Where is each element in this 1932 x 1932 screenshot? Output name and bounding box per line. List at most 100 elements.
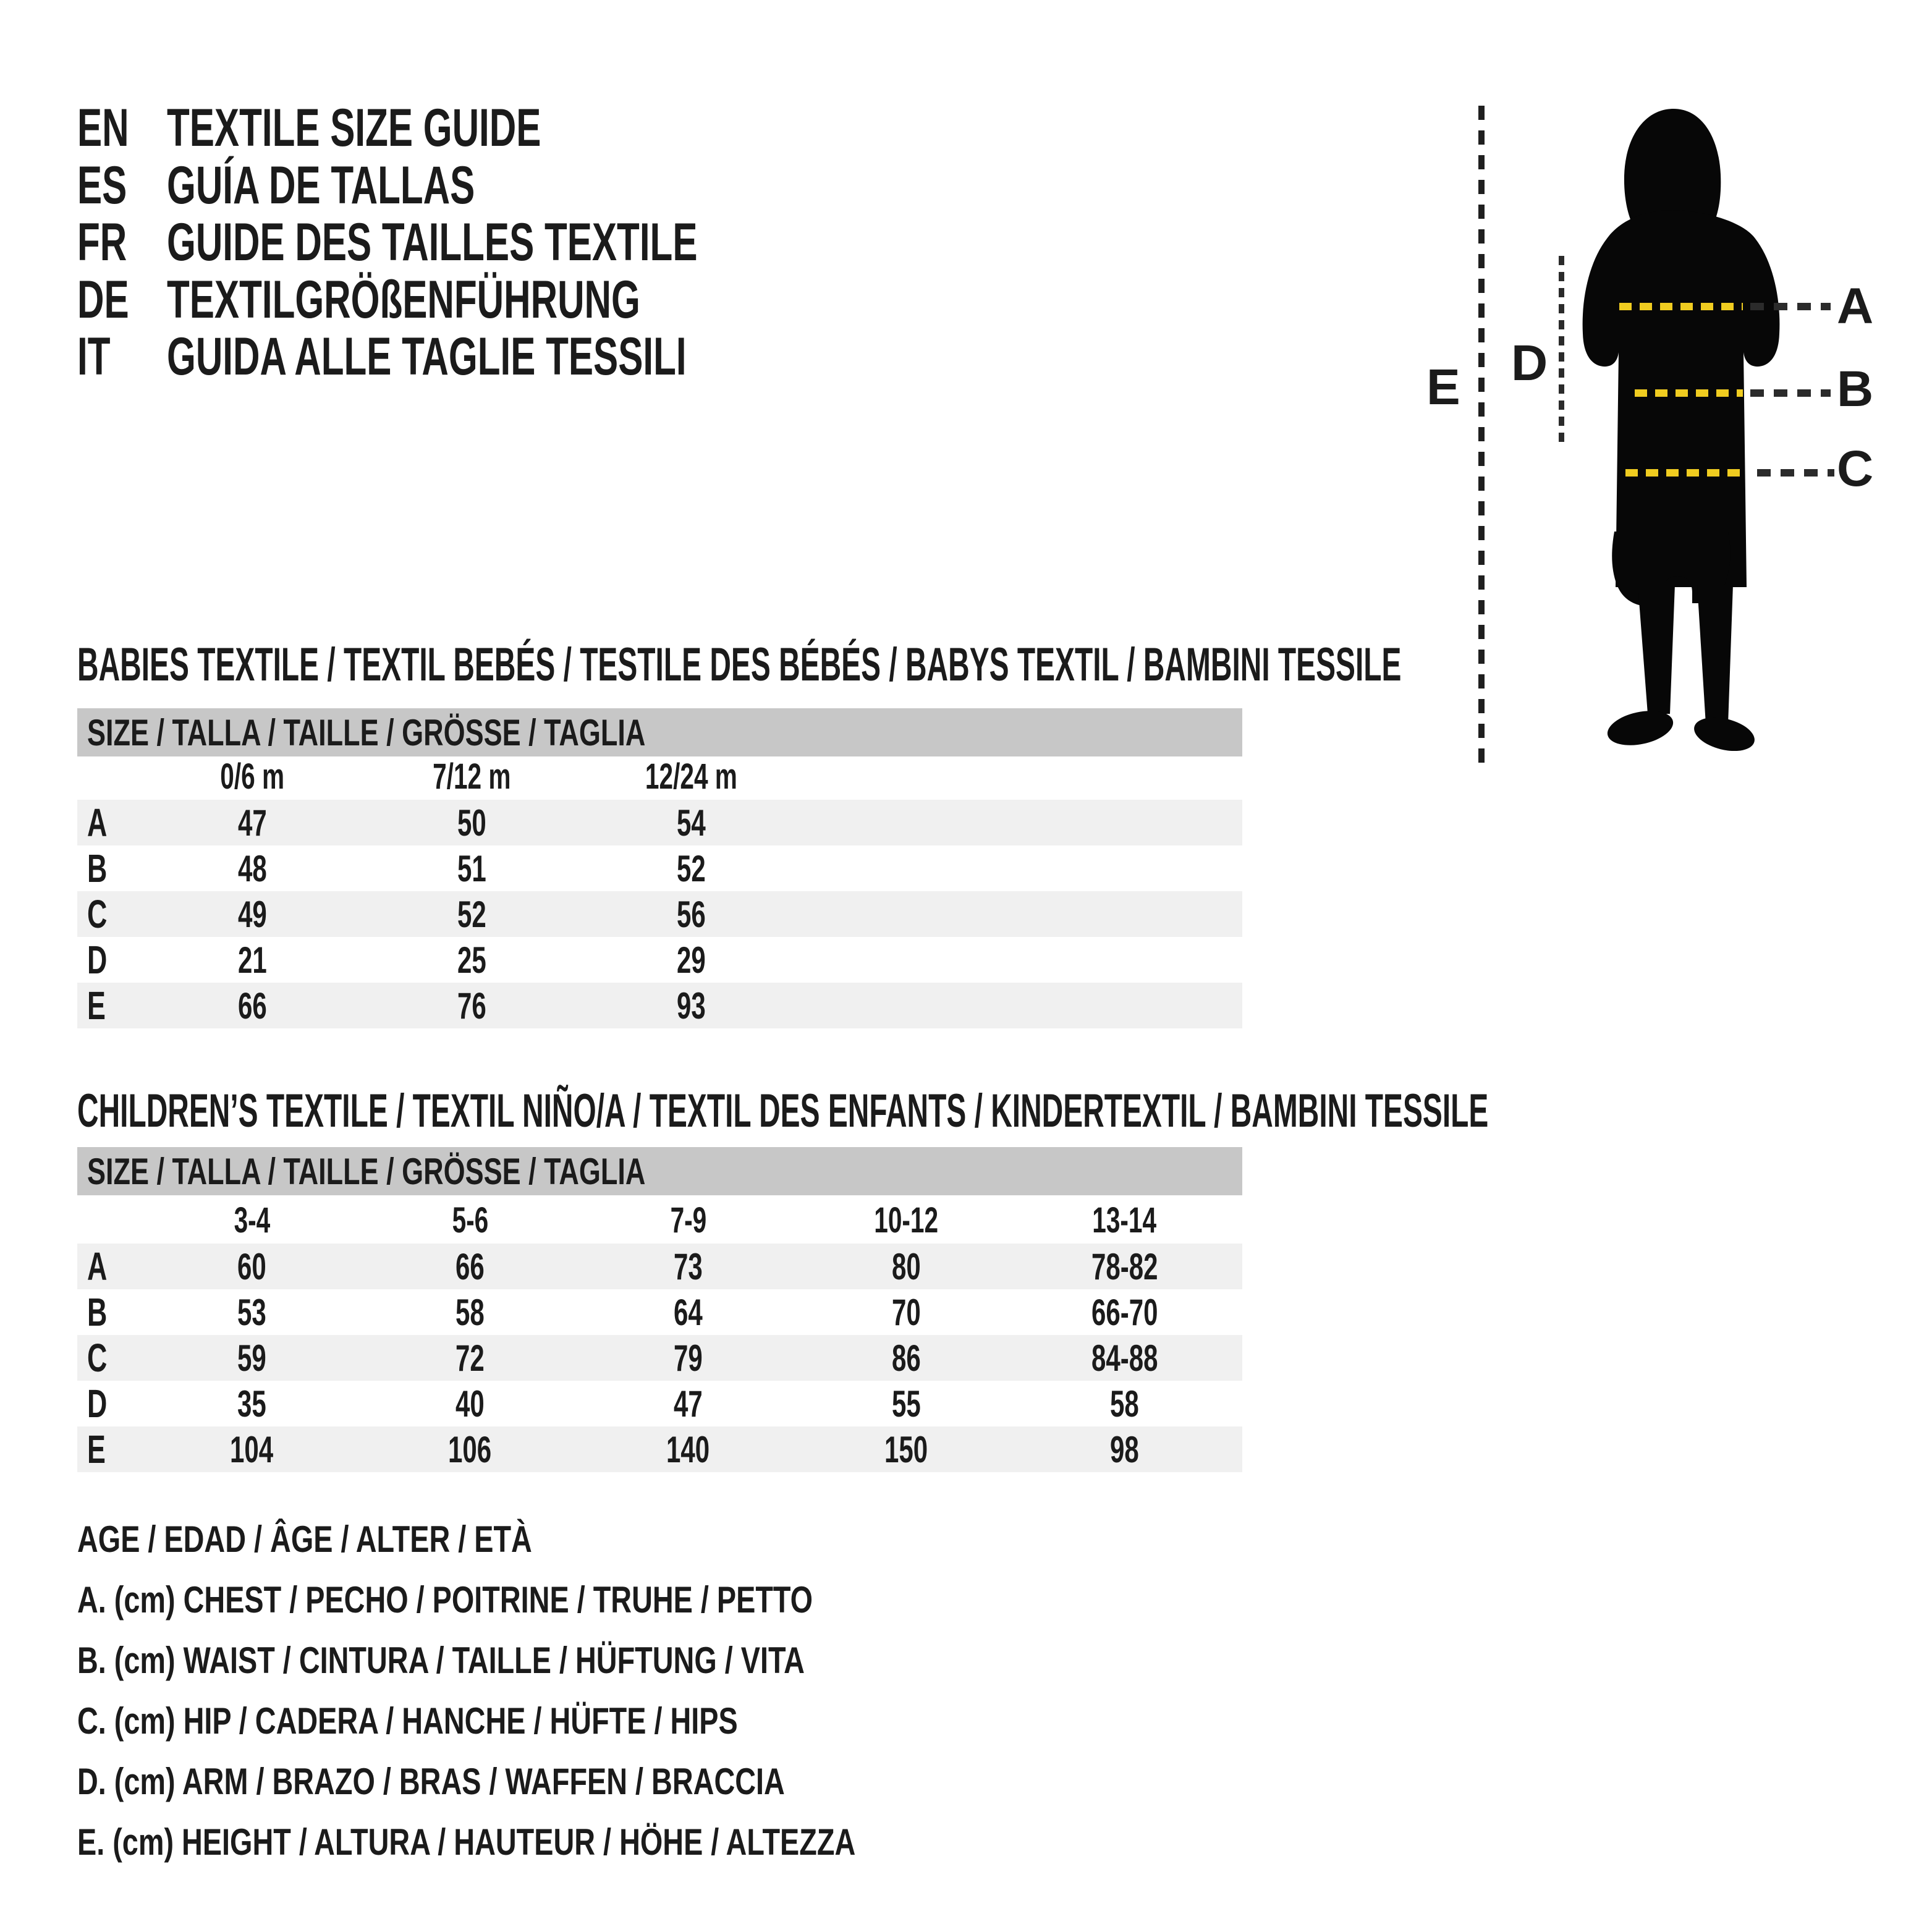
- arm-label-D: D: [1511, 335, 1548, 391]
- language-code: ES: [77, 156, 127, 215]
- table-cell: 52: [457, 893, 486, 935]
- table-cell: 76: [457, 985, 486, 1027]
- legend-hip-line: C. (cm) HIP / CADERA / HANCHE / HÜFTE / …: [77, 1700, 738, 1742]
- arm-measure-line-D: [1559, 256, 1564, 446]
- table-row: C 59 72 79 86 84-88: [77, 1335, 1242, 1381]
- children-size-header-bar: SIZE / TALLA / TAILLE / GRÖSSE / TAGLIA: [77, 1147, 1242, 1195]
- babies-size-header-bar: SIZE / TALLA / TAILLE / GRÖSSE / TAGLIA: [77, 708, 1242, 756]
- legend-waist-line: B. (cm) WAIST / CINTURA / TAILLE / HÜFTU…: [77, 1640, 805, 1681]
- table-cell: 60: [237, 1245, 266, 1287]
- language-title: GUÍA DE TALLAS: [167, 156, 475, 215]
- column-header: 7-9: [670, 1200, 706, 1240]
- row-label: A: [87, 1244, 108, 1289]
- table-cell: 104: [230, 1428, 274, 1470]
- table-cell: 58: [1110, 1383, 1139, 1425]
- table-cell: 25: [457, 939, 486, 981]
- table-cell: 40: [455, 1383, 485, 1425]
- table-cell: 48: [238, 847, 267, 889]
- table-cell: 35: [237, 1383, 266, 1425]
- table-row: E 66 76 93: [77, 983, 1242, 1028]
- row-label: C: [87, 892, 108, 936]
- table-cell: 106: [448, 1428, 492, 1470]
- row-label: B: [87, 1290, 108, 1334]
- table-row: B 48 51 52: [77, 845, 1242, 891]
- column-header: 3-4: [234, 1200, 270, 1240]
- table-row: A 47 50 54: [77, 800, 1242, 845]
- table-cell: 70: [892, 1291, 921, 1333]
- chest-label-A: A: [1837, 278, 1874, 334]
- table-cell: 66: [238, 985, 267, 1027]
- waist-measure-line-yellow: [1635, 389, 1743, 397]
- table-cell: 93: [677, 985, 706, 1027]
- children-section-heading: CHILDREN’S TEXTILE / TEXTIL NIÑO/A / TEX…: [77, 1085, 1489, 1137]
- table-cell: 21: [238, 939, 267, 981]
- row-label: A: [87, 800, 108, 845]
- language-code: FR: [77, 213, 127, 272]
- language-code: DE: [77, 270, 129, 329]
- height-label-E: E: [1426, 359, 1460, 415]
- table-cell: 59: [237, 1337, 266, 1379]
- table-row: D 35 40 47 55 58: [77, 1381, 1242, 1426]
- language-title: GUIDE DES TAILLES TEXTILE: [167, 213, 698, 272]
- table-row: E 104 106 140 150 98: [77, 1426, 1242, 1472]
- table-cell: 56: [677, 893, 706, 935]
- table-cell: 73: [674, 1245, 703, 1287]
- language-title: TEXTILGRÖßENFÜHRUNG: [167, 270, 640, 329]
- table-cell: 55: [892, 1383, 921, 1425]
- hip-measure-line-yellow: [1625, 469, 1746, 477]
- table-row: B 53 58 64 70 66-70: [77, 1289, 1242, 1335]
- table-cell: 86: [892, 1337, 921, 1379]
- row-label: E: [87, 1427, 106, 1472]
- babies-section-heading: BABIES TEXTILE / TEXTIL BEBÉS / TESTILE …: [77, 638, 1402, 691]
- table-cell: 66-70: [1091, 1291, 1158, 1333]
- table-cell: 52: [677, 847, 706, 889]
- column-header: 13-14: [1092, 1200, 1157, 1240]
- table-cell: 66: [455, 1245, 485, 1287]
- table-cell: 98: [1110, 1428, 1139, 1470]
- waist-label-B: B: [1837, 361, 1874, 417]
- language-title: GUIDA ALLE TAGLIE TESSILI: [167, 327, 687, 386]
- table-cell: 47: [238, 802, 267, 844]
- table-cell: 51: [457, 847, 486, 889]
- column-header: 10-12: [874, 1200, 939, 1240]
- table-cell: 72: [455, 1337, 485, 1379]
- table-cell: 78-82: [1091, 1245, 1158, 1287]
- language-title: TEXTILE SIZE GUIDE: [167, 98, 541, 158]
- column-header: 12/24 m: [645, 756, 737, 797]
- table-row: A 60 66 73 80 78-82: [77, 1244, 1242, 1289]
- legend-height-line: E. (cm) HEIGHT / ALTURA / HAUTEUR / HÖHE…: [77, 1821, 856, 1863]
- hip-label-C: C: [1837, 441, 1874, 497]
- table-cell: 29: [677, 939, 706, 981]
- table-row: D 21 25 29: [77, 937, 1242, 983]
- legend-arm-line: D. (cm) ARM / BRAZO / BRAS / WAFFEN / BR…: [77, 1761, 785, 1802]
- row-label: E: [87, 983, 106, 1028]
- legend-age-line: AGE / EDAD / ÂGE / ALTER / ETÀ: [77, 1519, 532, 1560]
- chest-measure-line-yellow: [1619, 303, 1743, 310]
- table-cell: 58: [455, 1291, 485, 1333]
- table-cell: 50: [457, 802, 486, 844]
- table-cell: 64: [674, 1291, 703, 1333]
- column-header: 5-6: [452, 1200, 488, 1240]
- row-label: D: [87, 1381, 108, 1426]
- language-code: EN: [77, 98, 129, 158]
- table-cell: 79: [674, 1337, 703, 1379]
- table-cell: 140: [666, 1428, 710, 1470]
- children-column-header-row: 3-4 5-6 7-9 10-12 13-14: [77, 1199, 1242, 1241]
- row-label: C: [87, 1336, 108, 1380]
- row-label: B: [87, 846, 108, 891]
- column-header: 0/6 m: [220, 756, 285, 797]
- table-row: C 49 52 56: [77, 891, 1242, 937]
- hip-measure-line-dark: [1757, 469, 1834, 477]
- table-cell: 80: [892, 1245, 921, 1287]
- legend-chest-line: A. (cm) CHEST / PECHO / POITRINE / TRUHE…: [77, 1579, 813, 1621]
- language-code: IT: [77, 327, 111, 386]
- waist-measure-line-dark: [1750, 389, 1831, 397]
- table-cell: 53: [237, 1291, 266, 1333]
- height-measure-line-E: [1478, 106, 1485, 768]
- chest-measure-line-dark: [1750, 303, 1831, 310]
- babies-column-header-row: 0/6 m 7/12 m 12/24 m: [77, 755, 1242, 797]
- table-cell: 49: [238, 893, 267, 935]
- table-cell: 150: [884, 1428, 928, 1470]
- table-cell: 54: [677, 802, 706, 844]
